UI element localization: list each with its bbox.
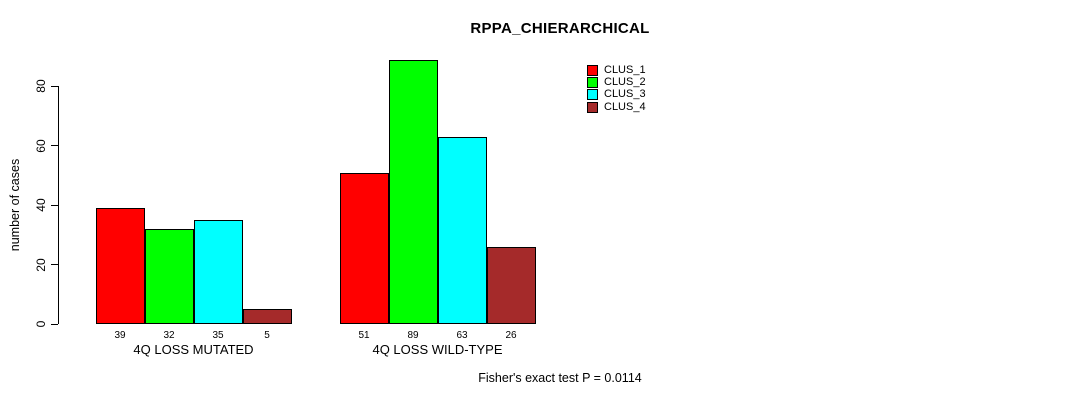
bar-value-label: 39: [114, 330, 126, 341]
legend-swatch: [587, 76, 598, 88]
bar: [486, 246, 536, 324]
legend-swatch: [587, 101, 598, 113]
bar-value-label: 32: [163, 330, 175, 341]
x-axis-category-label: 4Q LOSS MUTATED: [133, 342, 254, 357]
bar: [144, 228, 194, 324]
x-axis-category-label: 4Q LOSS WILD-TYPE: [372, 342, 503, 357]
bar: [388, 59, 438, 324]
bar: [242, 309, 292, 324]
bar: [339, 172, 389, 324]
y-axis-tick: [51, 145, 58, 147]
legend-item: CLUS_1: [587, 64, 646, 76]
y-axis-tick: [51, 204, 58, 206]
legend-label: CLUS_1: [604, 63, 646, 76]
legend-item: CLUS_2: [587, 76, 646, 88]
y-axis-title: number of cases: [8, 158, 22, 252]
legend-label: CLUS_3: [604, 88, 646, 101]
y-axis-tick-label: 0: [34, 320, 48, 328]
legend-swatch: [587, 89, 598, 101]
legend-item: CLUS_3: [587, 89, 646, 101]
legend-swatch: [587, 64, 598, 76]
legend-label: CLUS_4: [604, 100, 646, 113]
y-axis-tick-label: 60: [34, 139, 48, 153]
bar-value-label: 35: [212, 330, 224, 341]
y-axis-tick: [51, 264, 58, 266]
bar-value-label: 26: [505, 330, 517, 341]
legend-item: CLUS_4: [587, 101, 646, 113]
y-axis-tick-label: 80: [34, 79, 48, 94]
y-axis-tick-label: 20: [34, 257, 48, 272]
bar-value-label: 5: [264, 330, 270, 341]
y-axis-line: [58, 86, 59, 324]
bar-value-label: 63: [456, 330, 468, 341]
legend: CLUS_1 CLUS_2 CLUS_3 CLUS_4: [587, 64, 646, 113]
bar: [437, 136, 487, 324]
chart-title: RPPA_CHIERARCHICAL: [470, 20, 650, 37]
bar-value-label: 89: [407, 330, 419, 341]
y-axis-tick: [51, 323, 58, 325]
bar-value-label: 51: [358, 330, 370, 341]
legend-label: CLUS_2: [604, 75, 646, 88]
y-axis-tick: [51, 85, 58, 87]
y-axis-tick-label: 40: [34, 198, 48, 212]
stat-note: Fisher's exact test P = 0.0114: [478, 371, 642, 385]
bar: [95, 208, 145, 324]
bar: [193, 220, 243, 324]
